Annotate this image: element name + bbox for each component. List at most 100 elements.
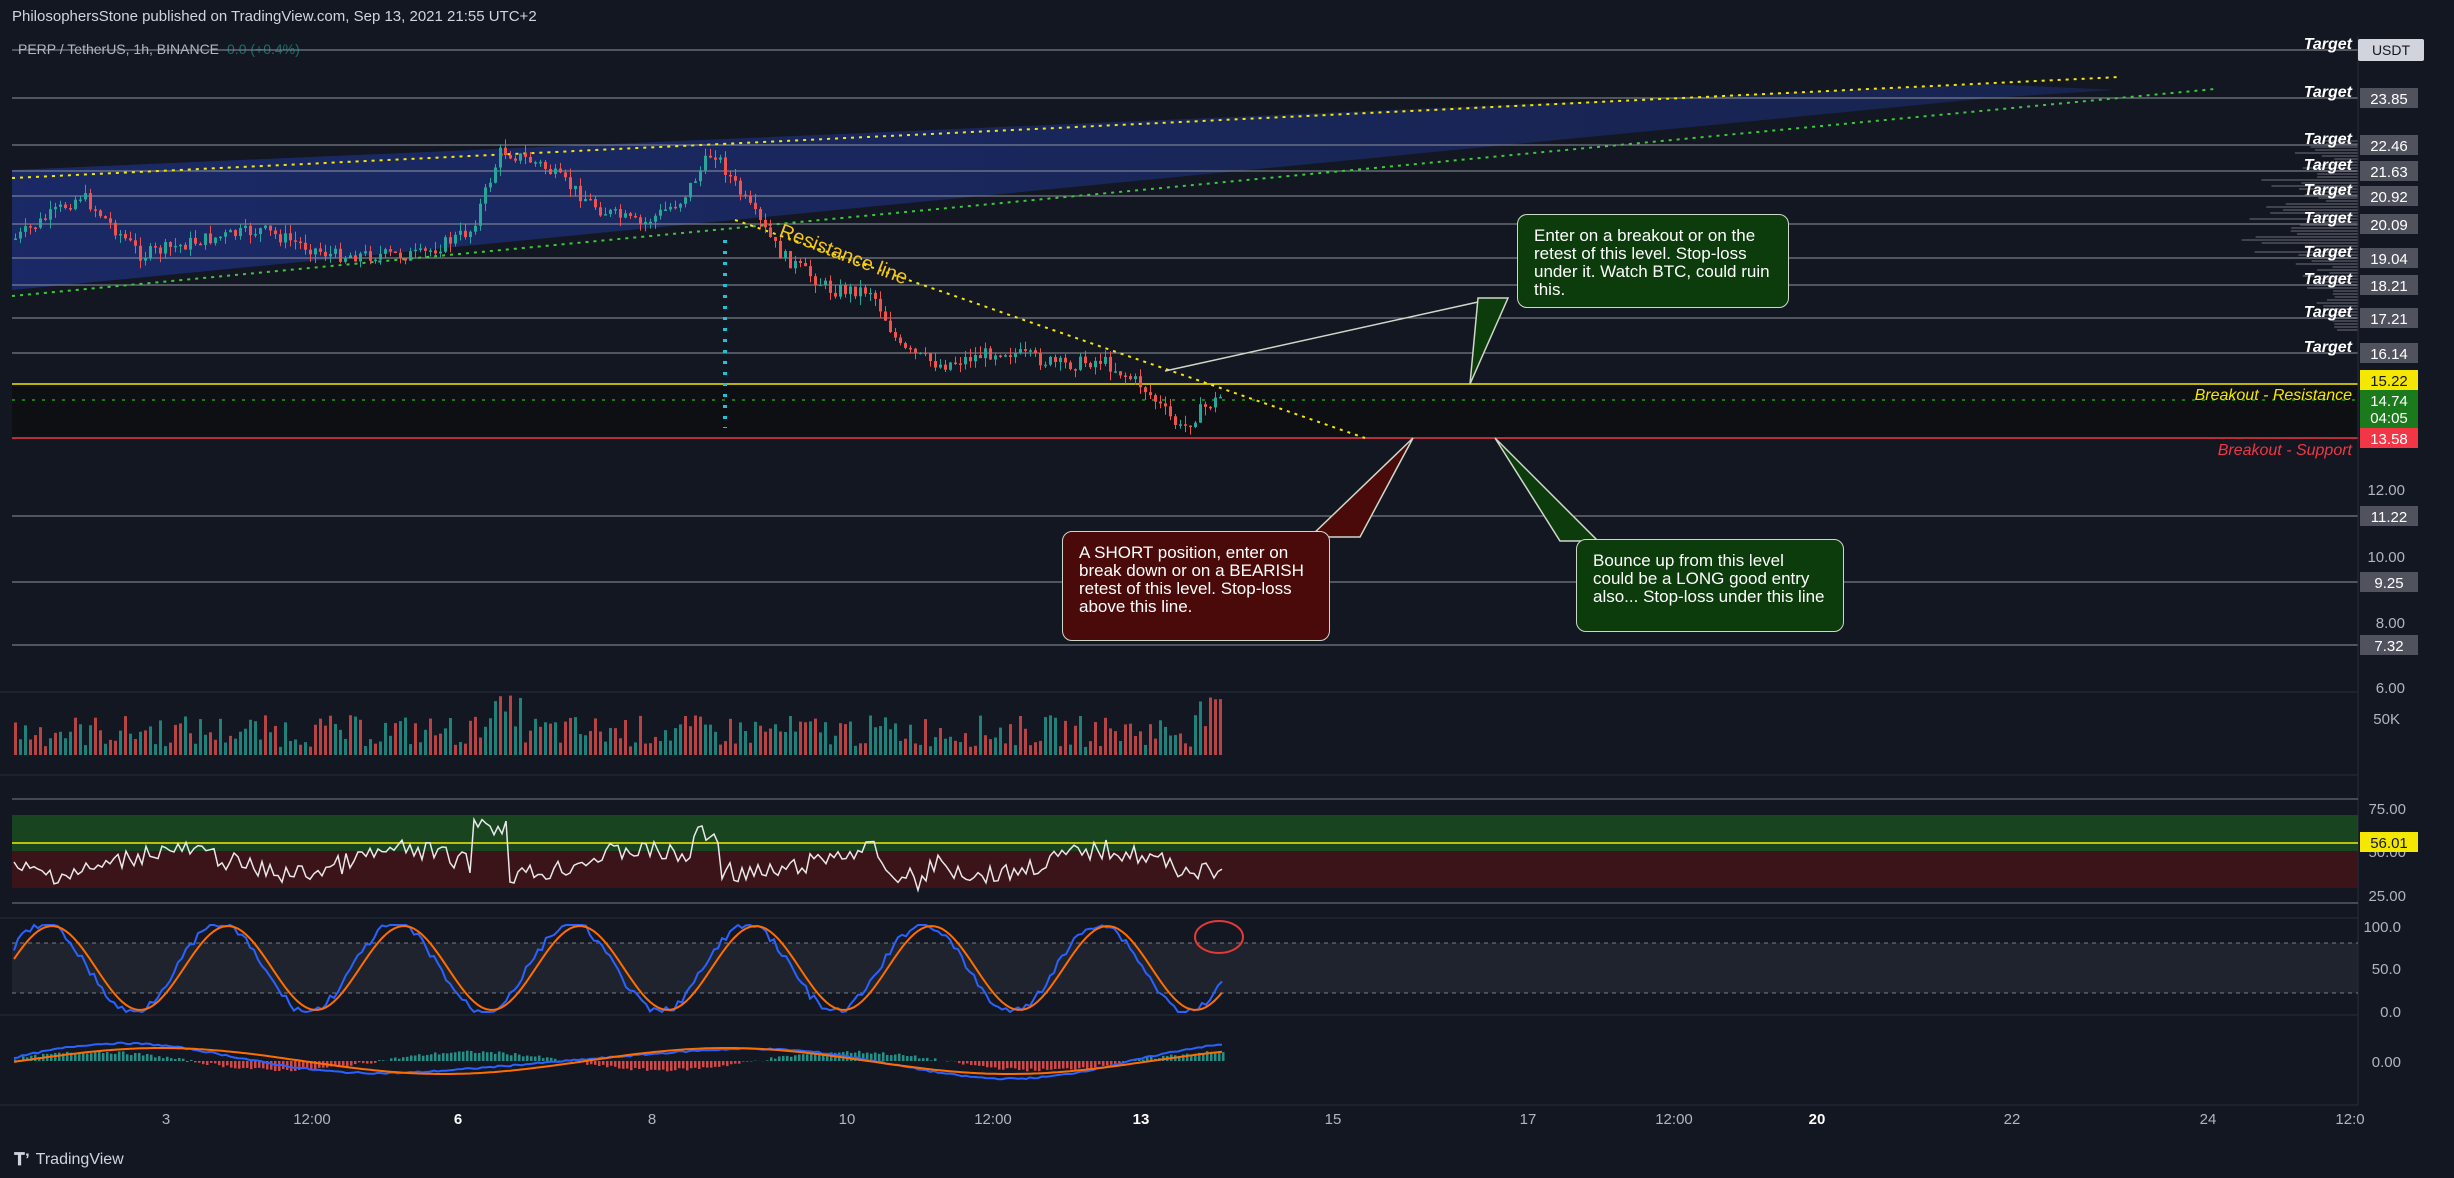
volume-bar — [764, 731, 767, 755]
currency-badge[interactable]: USDT — [2372, 42, 2411, 58]
macd-bar — [798, 1054, 801, 1061]
macd-bar — [406, 1056, 409, 1061]
volume-bar — [809, 721, 812, 755]
volume-bar — [1159, 720, 1162, 755]
candle-body — [1014, 353, 1017, 358]
price-change: 0.0 (+0.4%) — [227, 41, 300, 57]
macd-bar — [190, 1059, 193, 1061]
macd-bar — [978, 1061, 981, 1066]
volume-profile-bar — [2327, 299, 2358, 301]
macd-bar — [958, 1061, 961, 1064]
macd-bar — [210, 1061, 213, 1063]
macd-bar — [454, 1052, 457, 1061]
macd-bar — [126, 1054, 129, 1061]
tradingview-logo-icon: 𝐓’ — [14, 1150, 30, 1169]
volume-bar — [649, 743, 652, 755]
candle-body — [269, 225, 272, 231]
macd-bar — [930, 1060, 933, 1061]
volume-bar — [1204, 726, 1207, 755]
macd-tick: 0.00 — [2372, 1054, 2401, 1071]
time-tick: 24 — [2200, 1111, 2217, 1128]
volume-bar — [754, 721, 757, 755]
volume-profile-bar — [2296, 233, 2358, 235]
candle-body — [714, 157, 717, 160]
macd-bar — [866, 1052, 869, 1061]
candle-body — [79, 199, 82, 201]
candle-body — [1064, 357, 1067, 363]
macd-bar — [678, 1061, 681, 1069]
target-value: 19.04 — [2370, 251, 2408, 268]
volume-profile-bar — [2261, 179, 2358, 181]
macd-bar — [242, 1061, 245, 1069]
candle-body — [639, 217, 642, 224]
volume-bar — [1074, 725, 1077, 755]
volume-bar — [964, 733, 967, 755]
candle-body — [594, 199, 597, 208]
macd-bar — [962, 1061, 965, 1065]
candle-body — [754, 202, 757, 210]
volume-bar — [1064, 720, 1067, 755]
candle-body — [724, 157, 727, 175]
candle-body — [329, 253, 332, 257]
candle-body — [244, 225, 247, 229]
volume-bar — [1109, 728, 1112, 755]
macd-bar — [966, 1061, 969, 1064]
macd-bar — [74, 1053, 77, 1061]
volume-bar — [269, 732, 272, 755]
candle-body — [719, 157, 722, 160]
macd-bar — [366, 1061, 369, 1064]
volume-bar — [569, 717, 572, 755]
macd-bar — [1070, 1061, 1073, 1070]
macd-bar — [682, 1061, 685, 1069]
symbol-info[interactable]: PERP / TetherUS, 1h, BINANCE 0.0 (+0.4%) — [18, 41, 300, 57]
volume-bar — [1139, 731, 1142, 755]
volume-bar — [199, 719, 202, 755]
volume-bar — [854, 745, 857, 755]
candle-body — [824, 280, 827, 285]
long-callout-tail — [1469, 297, 1510, 385]
candle-body — [279, 234, 282, 243]
candle-body — [129, 238, 132, 241]
candle-body — [149, 246, 152, 258]
volume-bar — [844, 724, 847, 755]
target-value: 20.92 — [2370, 189, 2408, 206]
target-value: 18.21 — [2370, 278, 2408, 295]
volume-profile-bar — [2302, 275, 2358, 277]
candle-body — [44, 218, 47, 220]
volume-profile-bar — [2291, 227, 2358, 229]
macd-bar — [726, 1061, 729, 1067]
macd-bar — [206, 1061, 209, 1065]
macd-bar — [30, 1055, 33, 1061]
volume-profile-bar — [2302, 167, 2358, 169]
volume-bar — [1049, 715, 1052, 755]
header: PhilosophersStone published on TradingVi… — [0, 0, 2454, 36]
macd-bar — [654, 1061, 657, 1070]
volume-bar — [374, 743, 377, 755]
candle-body — [939, 364, 942, 368]
macd-bar — [642, 1061, 645, 1069]
target-label: Target — [2304, 339, 2353, 356]
macd-bar — [658, 1061, 661, 1071]
candle-body — [274, 230, 277, 235]
macd-bar — [62, 1053, 65, 1061]
macd-bar — [1142, 1059, 1145, 1061]
macd-bar — [318, 1061, 321, 1068]
macd-bar — [98, 1051, 101, 1061]
price-chart[interactable]: Resistance line — [0, 0, 2454, 1142]
volume-bar — [1084, 746, 1087, 755]
candle-body — [359, 253, 362, 262]
volume-bar — [434, 735, 437, 755]
time-axis[interactable]: 3 12:00 6 8 10 12:00 13 15 17 12:00 20 22 24 12:0 — [162, 1111, 2365, 1128]
macd-bar — [810, 1053, 813, 1061]
volume-profile-bar — [2315, 149, 2358, 151]
volume-bar — [1079, 715, 1082, 755]
volume-bar — [679, 724, 682, 755]
volume-bar — [579, 734, 582, 755]
tradingview-brand[interactable]: 𝐓’ TradingView — [14, 1150, 124, 1170]
candle-body — [1094, 360, 1097, 368]
candle-body — [629, 213, 632, 216]
price-axis[interactable]: 12.00 10.00 8.00 6.00 50K 75.00 50.00 25… — [2363, 482, 2406, 1071]
candle-body — [734, 176, 737, 181]
macd-bar — [58, 1052, 61, 1061]
time-tick: 12:00 — [1655, 1111, 1693, 1128]
